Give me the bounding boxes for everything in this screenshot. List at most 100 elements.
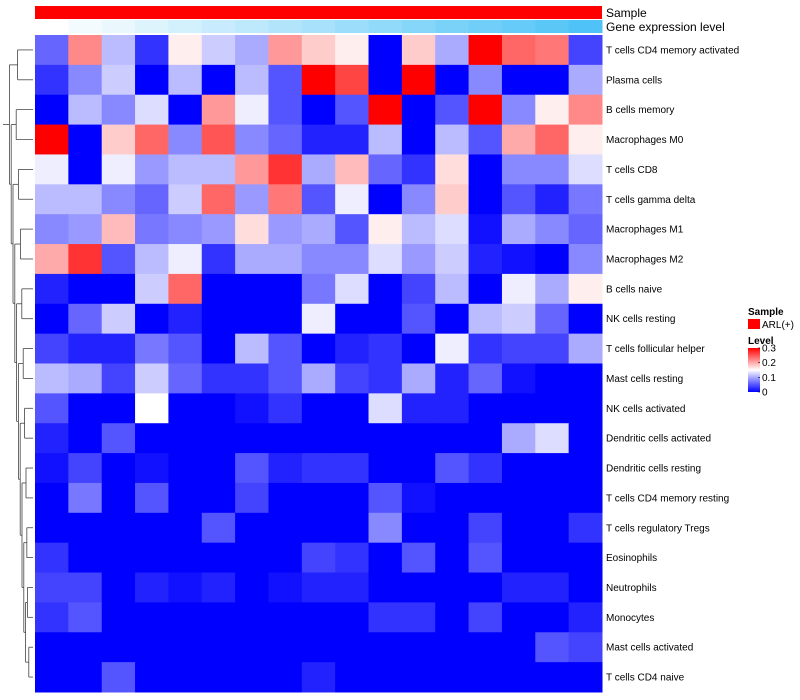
heatmap-cell bbox=[35, 273, 69, 305]
heatmap-cell bbox=[168, 333, 203, 364]
heatmap-cell bbox=[401, 303, 436, 335]
heatmap-cell bbox=[101, 542, 136, 574]
heatmap-cell bbox=[468, 423, 503, 454]
heatmap-cell bbox=[268, 154, 303, 185]
heatmap-cell bbox=[401, 35, 436, 66]
heatmap-cell bbox=[368, 124, 403, 155]
heatmap-cell bbox=[368, 482, 403, 514]
heatmap-cell bbox=[301, 453, 336, 484]
heatmap-cell bbox=[135, 602, 169, 633]
heatmap-cell bbox=[301, 572, 336, 603]
heatmap-cell bbox=[201, 423, 236, 454]
heatmap-cell bbox=[301, 273, 336, 305]
gene-expression-annotation-cell bbox=[101, 20, 136, 33]
heatmap-cell bbox=[168, 214, 203, 245]
heatmap-cell bbox=[535, 184, 570, 215]
heatmap-cell bbox=[401, 333, 436, 364]
heatmap-cell bbox=[268, 244, 303, 275]
column-annotations: Sample Gene expression level bbox=[35, 6, 725, 34]
heatmap-cell bbox=[201, 363, 236, 394]
heatmap-cell bbox=[501, 423, 536, 454]
heatmap-cell bbox=[235, 333, 269, 364]
heatmap-cell bbox=[235, 124, 269, 155]
heatmap-cell bbox=[468, 363, 503, 394]
heatmap-cell bbox=[68, 662, 103, 693]
heatmap-cell bbox=[335, 333, 370, 364]
heatmap-cell bbox=[335, 542, 370, 574]
heatmap-cell bbox=[301, 542, 336, 574]
row-label: Eosinophils bbox=[606, 553, 657, 564]
heatmap-cell bbox=[135, 64, 169, 96]
heatmap-cell bbox=[201, 572, 236, 603]
heatmap-cell bbox=[268, 423, 303, 454]
heatmap-cell bbox=[301, 64, 336, 96]
heatmap-cell bbox=[268, 184, 303, 215]
row-label: Macrophages M0 bbox=[606, 135, 684, 146]
gene-expression-annotation-cell bbox=[68, 20, 103, 33]
heatmap-cell bbox=[68, 64, 103, 96]
heatmap-cell bbox=[68, 303, 103, 335]
heatmap-cell bbox=[568, 94, 603, 126]
heatmap-cell bbox=[68, 482, 103, 514]
row-labels: T cells CD4 memory activated Plasma cells… bbox=[606, 45, 739, 683]
heatmap-cell bbox=[201, 333, 236, 364]
heatmap-cell bbox=[335, 154, 370, 185]
heatmap-cell bbox=[201, 273, 236, 305]
heatmap-cell bbox=[301, 512, 336, 544]
heatmap-cell bbox=[335, 273, 370, 305]
heatmap-cell bbox=[35, 482, 69, 514]
heatmap-cell bbox=[468, 393, 503, 424]
heatmap-cell bbox=[235, 214, 269, 245]
row-label: Dendritic cells activated bbox=[606, 434, 711, 445]
heatmap-cell bbox=[468, 35, 503, 66]
heatmap-cell bbox=[368, 393, 403, 424]
heatmap-cell bbox=[301, 363, 336, 394]
heatmap-cell bbox=[135, 453, 169, 484]
heatmap-cell bbox=[568, 214, 603, 245]
heatmap-cell bbox=[501, 482, 536, 514]
heatmap-cell bbox=[468, 602, 503, 633]
heatmap-cell bbox=[335, 94, 370, 126]
heatmap-cell bbox=[101, 602, 136, 633]
heatmap-cell bbox=[368, 662, 403, 693]
heatmap-cell bbox=[368, 94, 403, 126]
heatmap-cell bbox=[535, 602, 570, 633]
heatmap-cell bbox=[401, 94, 436, 126]
heatmap-cell bbox=[201, 662, 236, 693]
heatmap-cell bbox=[535, 154, 570, 185]
row-label: NK cells activated bbox=[606, 404, 685, 415]
row-label: B cells memory bbox=[606, 105, 674, 116]
heatmap-cell bbox=[268, 542, 303, 574]
heatmap-cell bbox=[268, 572, 303, 603]
heatmap-cells bbox=[35, 35, 603, 693]
heatmap-cell bbox=[235, 602, 269, 633]
legend-level-tick-label: 0 bbox=[762, 388, 768, 399]
heatmap-cell bbox=[268, 303, 303, 335]
heatmap-cell bbox=[68, 333, 103, 364]
heatmap-cell bbox=[335, 64, 370, 96]
heatmap-cell bbox=[235, 393, 269, 424]
gene-expression-annotation-cell bbox=[201, 20, 236, 33]
heatmap-cell bbox=[135, 363, 169, 394]
row-label: Macrophages M2 bbox=[606, 254, 684, 265]
heatmap-cell bbox=[568, 393, 603, 424]
heatmap-cell bbox=[201, 214, 236, 245]
heatmap-cell bbox=[401, 124, 436, 155]
heatmap-cell bbox=[101, 453, 136, 484]
heatmap-cell bbox=[235, 542, 269, 574]
heatmap-cell bbox=[535, 393, 570, 424]
heatmap-cell bbox=[268, 94, 303, 126]
gene-expression-annotation-cell bbox=[301, 20, 336, 33]
heatmap-cell bbox=[101, 512, 136, 544]
heatmap-cell bbox=[435, 303, 470, 335]
heatmap-cell bbox=[501, 662, 536, 693]
heatmap-cell bbox=[68, 602, 103, 633]
heatmap-cell bbox=[235, 632, 269, 663]
row-label: T cells CD4 naive bbox=[606, 673, 685, 684]
heatmap-cell bbox=[135, 124, 169, 155]
gene-expression-annotation-cell bbox=[401, 20, 436, 33]
heatmap-cell bbox=[568, 602, 603, 633]
heatmap-cell bbox=[535, 662, 570, 693]
heatmap-cell bbox=[468, 542, 503, 574]
heatmap-cell bbox=[168, 512, 203, 544]
